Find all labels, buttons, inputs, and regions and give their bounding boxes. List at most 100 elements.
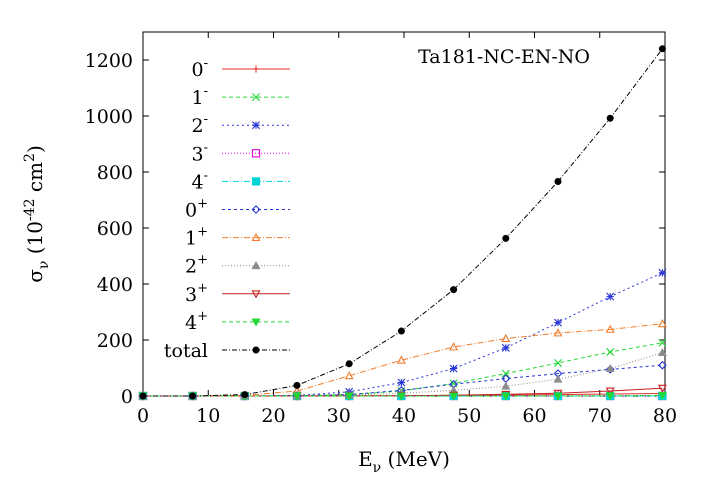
legend-item: 2- [192,112,290,137]
y-tick-label: 800 [97,162,133,184]
legend-item: total [164,340,290,362]
data-point [397,327,405,335]
legend-label: 3- [192,140,209,165]
data-point [605,387,615,396]
legend-item: 3- [192,140,290,165]
legend-label: 3+ [185,281,208,306]
legend-item: 4+ [185,309,290,334]
legend-item: 0- [192,56,290,81]
data-point [344,371,354,380]
series-line-10 [143,48,663,397]
data-point [657,347,667,356]
x-tick-label: 70 [588,405,612,427]
data-point [605,365,615,374]
data-point [657,319,667,328]
data-point [554,318,562,327]
legend-label: 1+ [185,225,208,250]
legend-item: 2+ [185,253,290,278]
legend-item: 3+ [185,281,290,306]
data-point [553,328,563,337]
legend-item: 1+ [185,225,290,250]
legend-label: total [164,340,208,362]
data-point [657,384,667,393]
legend-marker [252,93,260,102]
data-point [292,392,302,401]
data-point [345,360,353,368]
x-axis-label: Eν (MeV) [358,447,450,476]
legend-label: 0- [192,56,209,81]
x-tick-label: 30 [327,405,351,427]
data-point [502,234,510,242]
series-line-9 [143,394,663,397]
data-point [189,392,197,400]
x-tick-label: 60 [522,405,546,427]
legend-marker [252,65,260,73]
legend-marker [252,121,260,130]
chart-annotation: Ta181-NC-EN-NO [418,46,590,68]
data-point [605,392,615,401]
data-point [501,333,511,343]
legend-marker [251,177,261,186]
x-tick-label: 0 [137,405,149,427]
data-point [553,392,563,401]
data-point [605,324,615,333]
plot-frame [142,31,666,397]
data-point [501,369,510,378]
data-point [344,392,354,401]
data-point [554,178,562,186]
x-tick-label: 40 [392,405,416,427]
legend-label: 4- [192,168,209,193]
legend-item: 0+ [185,197,290,222]
y-tick-label: 400 [97,274,133,296]
legend-marker [251,149,261,158]
legend-marker [251,261,261,270]
data-point [554,358,562,367]
legend-item: 1- [192,84,290,109]
legend-marker [251,290,261,299]
legend-label: 4+ [185,309,208,334]
data-point [606,114,614,122]
data-point [450,286,458,294]
data-point [501,381,511,390]
data-point [396,392,406,401]
y-tick-label: 1000 [85,106,133,128]
y-tick-label: 200 [97,330,133,352]
data-point [606,348,615,357]
data-point [396,355,406,364]
series-lines [143,48,663,397]
legend-marker [251,205,261,214]
data-point [397,378,406,387]
x-tick-label: 10 [196,405,220,427]
legend-marker [251,318,261,327]
data-point [449,342,459,351]
data-point [658,45,666,53]
y-tick-label: 600 [97,218,133,240]
series-markers [138,45,667,401]
data-point [658,268,667,277]
data-point [658,360,667,370]
legend-label: 1- [192,84,209,109]
y-tick-label: 0 [121,386,133,408]
data-point [606,292,615,301]
x-tick-label: 50 [457,405,481,427]
series-line-2 [143,272,663,397]
legend-marker [252,346,260,354]
y-tick-label: 1200 [85,50,133,72]
legend-item: 4- [192,168,290,193]
data-point [605,363,615,372]
data-point [501,392,511,401]
legend: 0- 1- 2- 3- 4- 0+ 1+ 2+ 3+ 4+ total [164,56,290,362]
legend-marker [251,232,261,242]
data-point [449,392,459,401]
y-axis-label: σν (10-42 cm2) [22,145,52,283]
data-point [449,364,458,373]
data-point [139,392,147,400]
legend-label: 2- [192,112,209,137]
data-point [553,374,563,383]
x-tick-label: 20 [261,405,285,427]
data-point [658,338,667,347]
data-point [657,392,667,401]
data-point [241,391,249,399]
